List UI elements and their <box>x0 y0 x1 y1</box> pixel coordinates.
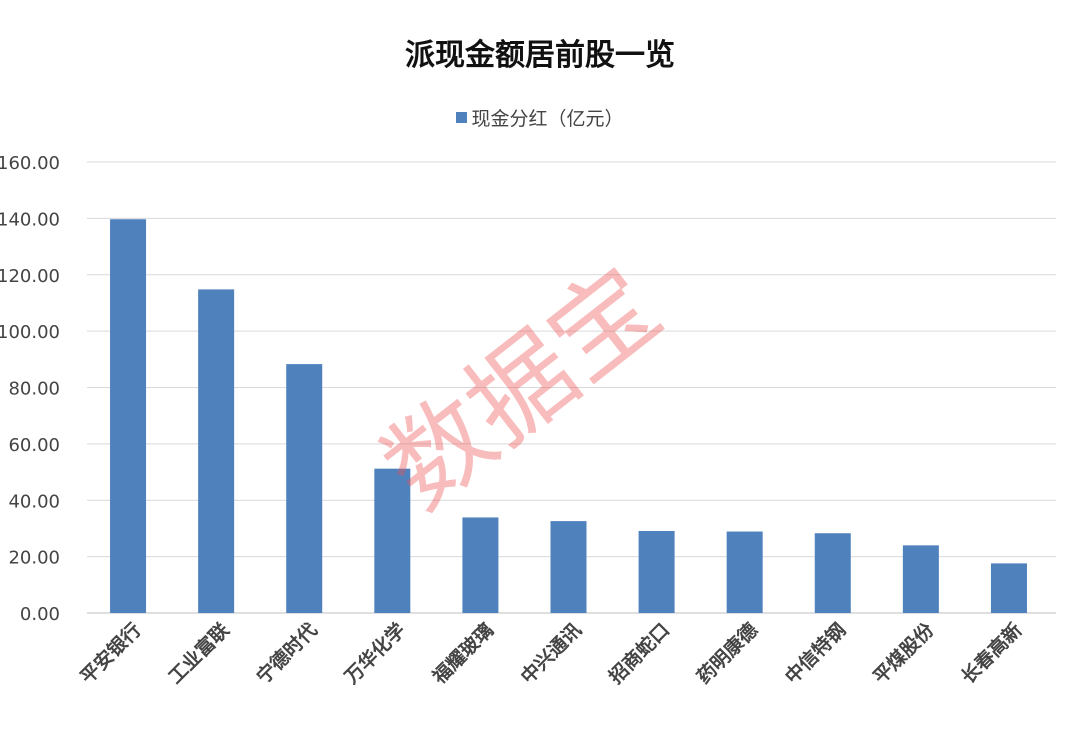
legend-label: 现金分红（亿元） <box>471 108 624 130</box>
y-tick-label: 0.00 <box>20 604 60 625</box>
legend-swatch <box>456 112 468 123</box>
bar <box>814 533 851 613</box>
x-tick-label: 招商蛇口 <box>604 618 674 688</box>
x-tick-label: 中信特钢 <box>780 618 850 688</box>
bar <box>374 468 411 613</box>
y-tick-label: 80.00 <box>8 379 60 400</box>
y-tick-label: 140.00 <box>0 209 60 230</box>
x-tick-label: 药明康德 <box>692 618 762 688</box>
y-tick-label: 100.00 <box>0 322 60 343</box>
y-tick-label: 160.00 <box>0 153 60 174</box>
x-tick-label: 万华化学 <box>339 618 410 689</box>
x-tick-label: 长春高新 <box>956 618 1026 688</box>
bar <box>990 563 1027 613</box>
legend: 现金分红（亿元） <box>0 104 1080 131</box>
x-tick-label: 宁德时代 <box>252 618 322 688</box>
bar <box>726 531 763 613</box>
bar <box>550 521 587 613</box>
bar <box>286 364 323 613</box>
y-tick-label: 40.00 <box>8 491 60 512</box>
x-tick-label: 中兴通讯 <box>516 618 586 688</box>
x-tick-label: 工业富联 <box>164 618 234 688</box>
y-tick-label: 120.00 <box>0 266 60 287</box>
bar <box>110 219 147 613</box>
bar <box>198 289 235 613</box>
bar <box>902 545 939 613</box>
x-tick-label: 平安银行 <box>76 618 146 688</box>
x-tick-label: 福耀玻璃 <box>427 618 498 689</box>
x-tick-label: 平煤股份 <box>868 618 939 689</box>
y-tick-label: 60.00 <box>8 435 60 456</box>
chart-title: 派现金额居前股一览 <box>405 38 675 73</box>
y-tick-label: 20.00 <box>8 548 60 569</box>
bar <box>462 517 499 613</box>
bar <box>638 530 675 613</box>
